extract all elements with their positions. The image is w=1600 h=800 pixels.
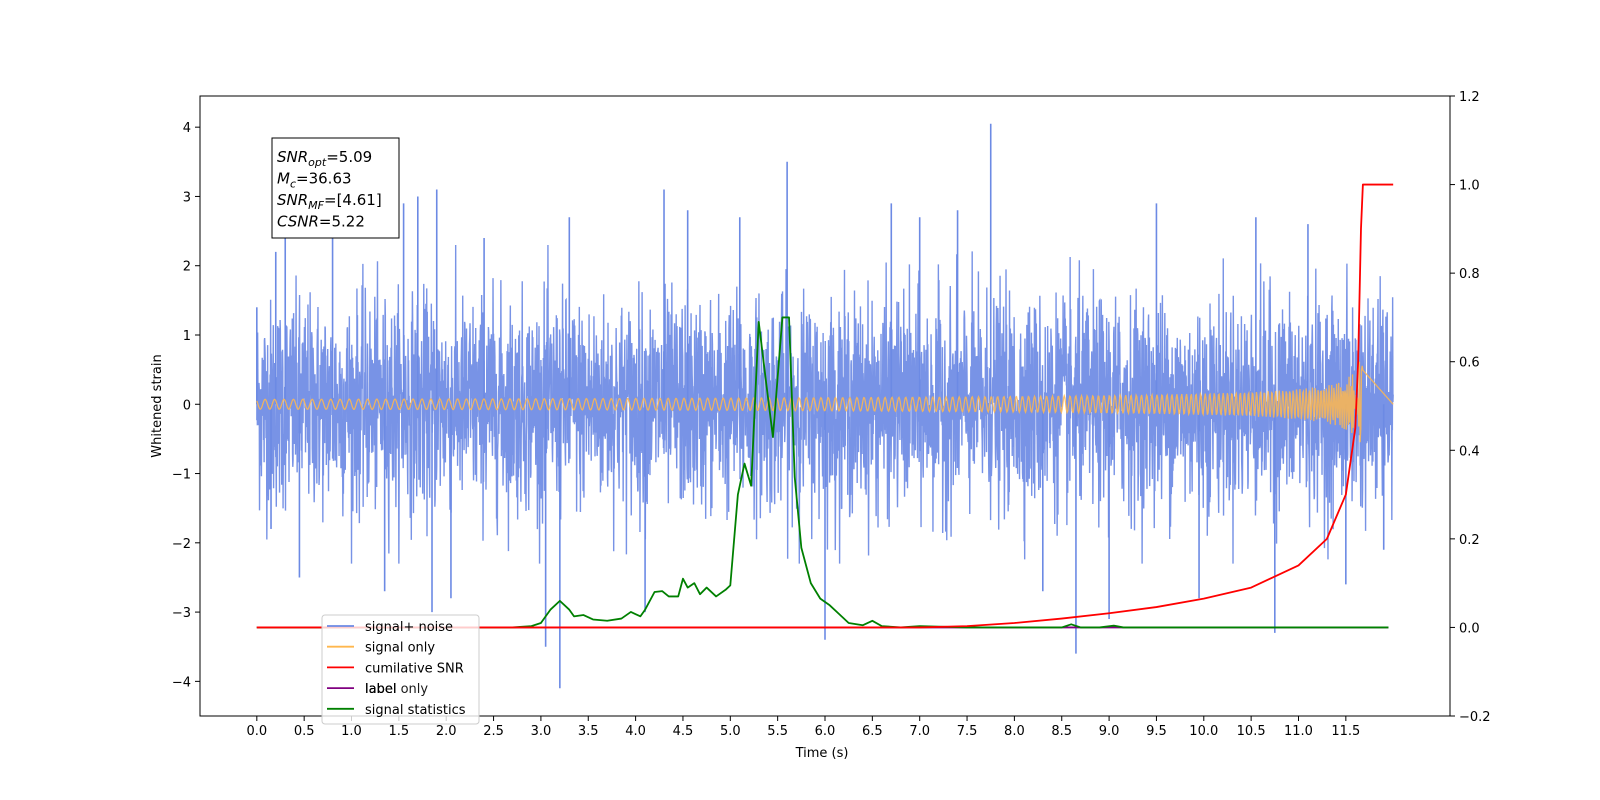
annotation-value: =[4.61]	[324, 191, 382, 209]
y-left-tick-label: 0	[183, 398, 191, 413]
annotation-subscript: c	[290, 178, 296, 191]
x-tick-label: 10.0	[1189, 724, 1218, 739]
annotation-line: SNRMF=[4.61]	[277, 191, 382, 212]
x-tick-label: 0.5	[294, 724, 315, 739]
x-tick-label: 3.5	[578, 724, 599, 739]
y-left-tick-label: 2	[183, 260, 191, 275]
annotation-subscript: MF	[308, 199, 324, 212]
x-tick-label: 3.0	[531, 724, 552, 739]
y-left-tick-label: −4	[172, 675, 191, 690]
x-tick-label: 4.0	[625, 724, 646, 739]
y-right-tick-label: 1.0	[1459, 179, 1480, 194]
y-right-tick-label: 0.0	[1459, 621, 1480, 636]
x-tick-label: 5.5	[767, 724, 788, 739]
x-tick-label: 5.0	[720, 724, 741, 739]
x-tick-label: 0.0	[246, 724, 267, 739]
x-tick-label: 11.5	[1331, 724, 1360, 739]
y-right-tick-label: 0.6	[1459, 356, 1480, 371]
y-right-tick-label: 1.2	[1459, 90, 1480, 105]
x-tick-label: 1.0	[341, 724, 362, 739]
y-axis-left: 4 3 2 1 0 −1 −2 −3 −4	[172, 121, 200, 690]
annotation-value: =5.22	[319, 213, 365, 231]
y-right-tick-label: 0.4	[1459, 444, 1480, 459]
y-left-tick-label: −3	[172, 606, 191, 621]
x-tick-label: 8.0	[1004, 724, 1025, 739]
annotation-symbol: M	[277, 170, 290, 188]
y-left-tick-label: −1	[172, 468, 191, 483]
legend-hidden-label: label only	[365, 682, 428, 697]
legend-label-overlay: label	[365, 682, 396, 697]
x-tick-label: 11.0	[1284, 724, 1313, 739]
y-right-tick-label: 0.8	[1459, 267, 1480, 282]
y-axis-right: 1.2 1.0 0.8 0.6 0.4 0.2 0.0 −0.2	[1450, 90, 1491, 725]
annotation-line: SNRopt=5.09	[277, 148, 372, 169]
annotation-value: =5.09	[326, 148, 372, 166]
legend-label: signal statistics	[365, 703, 466, 718]
legend-label: cumilative SNR	[365, 661, 464, 676]
x-tick-label: 2.5	[483, 724, 504, 739]
x-tick-label: 10.5	[1237, 724, 1266, 739]
annotation-symbol: SNR	[277, 191, 308, 209]
y-right-tick-label: 0.2	[1459, 533, 1480, 548]
legend: signal+ noise signal only cumilative SNR la…	[321, 614, 480, 725]
legend-label: signal+ noise	[365, 620, 453, 635]
x-tick-label: 9.0	[1099, 724, 1120, 739]
annotation-subscript: opt	[308, 156, 327, 169]
y-axis-label: Whitened strain	[150, 354, 165, 457]
annotation-box	[271, 137, 400, 239]
annotation-value: =36.63	[296, 170, 352, 188]
x-tick-label: 6.5	[862, 724, 883, 739]
y-left-tick-label: 4	[183, 121, 191, 136]
legend-label: label	[365, 682, 396, 697]
annotation-line: CSNR=5.22	[277, 213, 365, 231]
x-axis: 0.0 0.5 1.0 1.5 2.0 2.5 3.0 3.5 4.0 4.5 5.0 5.5 6.0 6…	[246, 716, 1360, 739]
legend-label: signal only	[365, 641, 435, 656]
x-tick-label: 6.0	[815, 724, 836, 739]
x-tick-label: 8.5	[1051, 724, 1072, 739]
annotation-line: Mc=36.63	[277, 170, 352, 191]
annotation-symbol: CSNR	[277, 213, 319, 231]
x-tick-label: 4.5	[673, 724, 694, 739]
legend-frame	[321, 614, 480, 725]
y-left-tick-label: 3	[183, 190, 191, 205]
series-signal-only	[256, 361, 1394, 443]
annotation-symbol: SNR	[277, 148, 308, 166]
y-left-tick-label: 1	[183, 329, 191, 344]
x-tick-label: 9.5	[1146, 724, 1167, 739]
x-axis-label: Time (s)	[795, 746, 849, 761]
x-tick-label: 7.0	[909, 724, 930, 739]
x-tick-label: 1.5	[389, 724, 410, 739]
y-right-tick-label: −0.2	[1459, 710, 1491, 725]
series-cumilative-snr	[256, 183, 1394, 629]
x-tick-label: 2.0	[436, 724, 457, 739]
x-tick-label: 7.5	[957, 724, 978, 739]
y-left-tick-label: −2	[172, 537, 191, 552]
